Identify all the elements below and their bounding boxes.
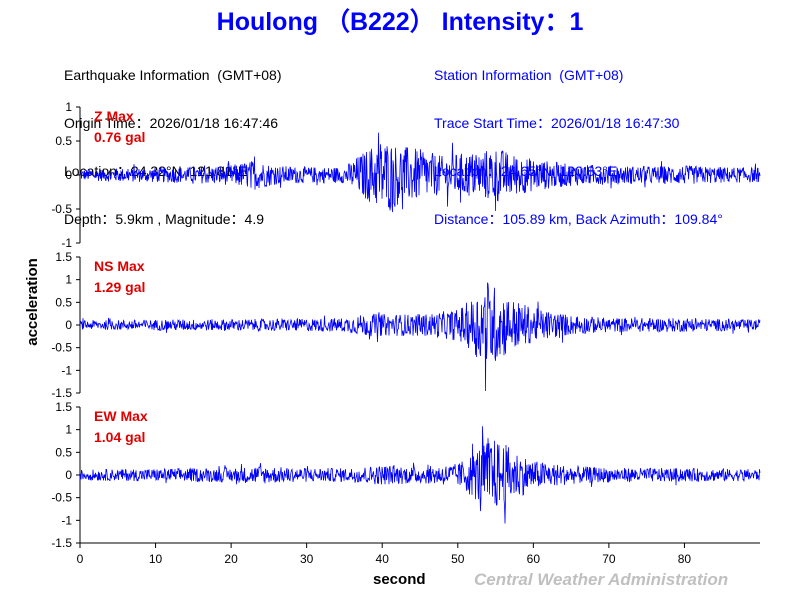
chart-title: Houlong （B222） Intensity：1	[216, 8, 584, 36]
x-tick-label: 60	[527, 552, 541, 566]
x-tick-label: 20	[224, 552, 238, 566]
ew-y-tick-label: 1	[65, 423, 72, 437]
y-axis-label: acceleration	[24, 258, 41, 346]
z-waveform	[79, 132, 761, 213]
z-y-tick-label: 1	[65, 100, 72, 114]
ew-max-label: EW Max	[94, 408, 148, 424]
ns-y-tick-label: -0.5	[51, 341, 72, 355]
x-tick-label: 70	[602, 552, 616, 566]
earthquake-info-header: Earthquake Information (GMT+08)	[64, 67, 282, 83]
ns-max-value: 1.29 gal	[94, 279, 145, 295]
earthquake-info: Earthquake Information (GMT+08) Origin T…	[64, 35, 282, 243]
origin-time: Origin Time：2026/01/18 16:47:46	[64, 115, 279, 131]
ew-max-value: 1.04 gal	[94, 429, 145, 445]
z-y-tick-label: 0	[65, 168, 72, 182]
ns-y-tick-label: 1.5	[55, 250, 72, 264]
ns-y-tick-label: 1	[65, 273, 72, 287]
ew-y-tick-label: -0.5	[51, 491, 72, 505]
z-max-value: 0.76 gal	[94, 129, 145, 145]
z-max-label: Z Max	[94, 108, 134, 124]
ew-y-tick-label: 0.5	[55, 445, 72, 459]
x-tick-label: 10	[149, 552, 163, 566]
ns-max-label: NS Max	[94, 258, 145, 274]
z-y-tick-label: 0.5	[55, 134, 72, 148]
ns-y-tick-label: -1.5	[51, 386, 72, 400]
x-tick-label: 80	[678, 552, 692, 566]
ns-waveform	[79, 282, 761, 392]
ns-y-tick-label: -1	[61, 363, 72, 377]
station-info-header: Station Information (GMT+08)	[434, 67, 624, 83]
trace-start-time: Trace Start Time：2026/01/18 16:47:30	[434, 115, 680, 131]
agency-credit: Central Weather Administration	[474, 570, 729, 589]
ew-y-tick-label: -1	[61, 513, 72, 527]
depth-magnitude: Depth：5.9km , Magnitude：4.9	[64, 211, 264, 227]
distance-azimuth: Distance：105.89 km, Back Azimuth：109.84°	[434, 211, 723, 227]
z-y-tick-label: -1	[61, 236, 72, 250]
ew-y-tick-label: 1.5	[55, 400, 72, 414]
x-tick-label: 50	[451, 552, 465, 566]
x-tick-label: 0	[77, 552, 84, 566]
ew-y-tick-label: 0	[65, 468, 72, 482]
ew-waveform	[79, 426, 761, 524]
x-tick-label: 30	[300, 552, 314, 566]
ns-y-tick-label: 0	[65, 318, 72, 332]
ew-y-tick-label: -1.5	[51, 536, 72, 550]
z-y-tick-label: -0.5	[51, 202, 72, 216]
x-axis-label: second	[373, 571, 426, 588]
ns-y-tick-label: 0.5	[55, 295, 72, 309]
x-tick-label: 40	[376, 552, 390, 566]
